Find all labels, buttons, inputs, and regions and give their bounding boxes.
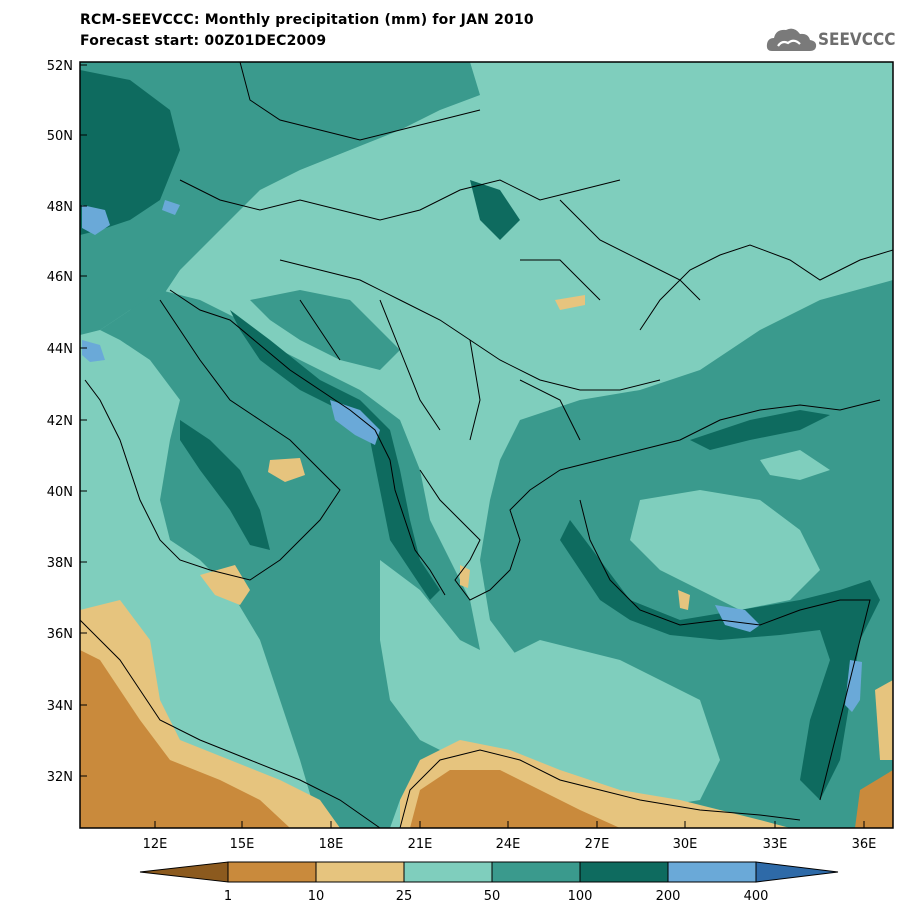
lat-label: 34N — [47, 699, 73, 714]
longitude-axis: 12E 15E 18E 21E 24E 27E 30E 33E 36E — [143, 821, 877, 852]
field-100-200-italy — [180, 420, 270, 550]
lat-label: 32N — [47, 770, 73, 785]
lon-label: 15E — [230, 837, 255, 852]
field-200-400-small — [162, 200, 180, 215]
field-50-100-center — [250, 290, 400, 370]
field-200-400-antalya — [715, 605, 760, 632]
colorbar-segment — [755, 861, 839, 883]
field-25-50-east-blob — [760, 450, 830, 480]
field-100-200-adriatic — [230, 310, 440, 600]
lon-label: 33E — [763, 837, 788, 852]
lat-label: 36N — [47, 627, 73, 642]
lat-label: 44N — [47, 342, 73, 357]
field-100-200-nw — [80, 70, 180, 235]
coast-turkey — [559, 399, 881, 801]
coast-black-sea — [639, 244, 893, 331]
field-10-25-puglia — [268, 458, 305, 482]
field-10-25-turkey — [678, 590, 690, 610]
lon-label: 30E — [673, 837, 698, 852]
field-10-25-sicily — [200, 565, 250, 605]
border-4 — [299, 299, 581, 441]
latitude-axis: 52N 50N 48N 46N 44N 42N 40N 38N 36N 34N 32N — [47, 59, 87, 785]
map-frame — [79, 61, 894, 829]
map-fields — [80, 62, 893, 828]
border-2 — [179, 179, 621, 221]
lat-label: 50N — [47, 129, 73, 144]
logo-text: SEEVCCC — [818, 30, 896, 50]
colorbar-label: 400 — [744, 889, 769, 904]
map-borders — [80, 62, 893, 828]
field-200-400-ligurian — [82, 340, 105, 362]
lat-label: 48N — [47, 200, 73, 215]
colorbar-segment — [491, 861, 581, 883]
forecast-start-label: Forecast start: 00Z01DEC2009 — [80, 33, 327, 49]
border-5 — [520, 199, 701, 301]
field-10-25-romania — [555, 295, 585, 310]
field-1-10-libya — [410, 770, 620, 828]
cloud-logo-icon — [766, 28, 817, 51]
lon-label: 21E — [408, 837, 433, 852]
colorbar-label: 1 — [224, 889, 232, 904]
border-1 — [239, 62, 481, 141]
field-200-400-lebanon — [845, 660, 862, 712]
field-1-10-africa-west — [80, 650, 290, 828]
lat-label: 52N — [47, 59, 73, 74]
field-50-100-nw — [80, 62, 480, 335]
field-200-400-alps — [82, 205, 110, 235]
lon-label: 27E — [585, 837, 610, 852]
coast-greece — [419, 469, 561, 601]
colorbar-segment — [227, 861, 317, 883]
colorbar: 1 10 25 50 100 200 400 — [139, 861, 839, 904]
colorbar-label: 200 — [656, 889, 681, 904]
colorbar-segment — [139, 861, 229, 883]
colorbar-segment — [403, 861, 493, 883]
field-50-100-adriatic — [100, 290, 480, 828]
field-10-25-se — [875, 680, 893, 760]
colorbar-label: 50 — [484, 889, 501, 904]
lon-label: 36E — [852, 837, 877, 852]
field-100-200-carpathian — [470, 180, 520, 240]
lon-label: 24E — [496, 837, 521, 852]
field-1-10-egypt — [855, 770, 893, 828]
coast-africa — [80, 619, 801, 828]
field-200-400-montenegro — [330, 400, 380, 445]
map-title: RCM-SEEVCCC: Monthly precipitation (mm) … — [80, 12, 534, 28]
field-100-200-black-sea — [690, 410, 830, 450]
colorbar-segment — [315, 861, 405, 883]
lat-label: 38N — [47, 556, 73, 571]
colorbar-segment — [579, 861, 669, 883]
coast-italy — [84, 299, 341, 581]
colorbar-label: 25 — [396, 889, 413, 904]
field-25-50-turkey — [630, 490, 820, 610]
lon-label: 18E — [319, 837, 344, 852]
lat-label: 42N — [47, 414, 73, 429]
colorbar-label: 10 — [308, 889, 325, 904]
colorbar-label: 100 — [568, 889, 593, 904]
coast-adriatic-east — [169, 289, 446, 596]
lon-label: 12E — [143, 837, 168, 852]
colorbar-segment — [667, 861, 757, 883]
lat-label: 46N — [47, 270, 73, 285]
lat-label: 40N — [47, 485, 73, 500]
